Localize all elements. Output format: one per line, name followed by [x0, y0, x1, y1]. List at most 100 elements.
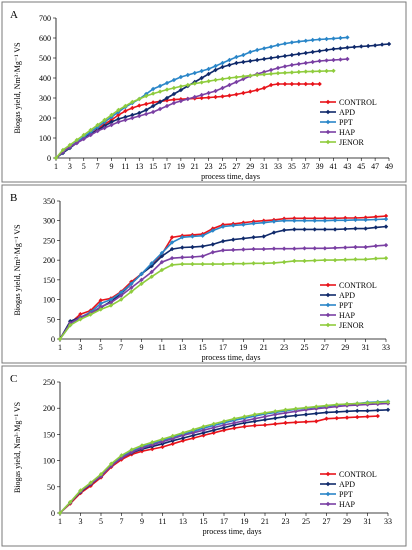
data-point-ppt	[159, 250, 165, 256]
data-point-ppt	[302, 218, 307, 223]
x-tick-label: 25	[301, 343, 309, 352]
data-point-control	[261, 85, 267, 91]
x-tick-label: 33	[384, 517, 392, 526]
x-tick-label: 19	[239, 343, 247, 352]
data-point-jenor	[220, 76, 225, 82]
data-point-apd	[261, 56, 267, 62]
data-point-control	[283, 420, 288, 426]
legend-label: APD	[339, 291, 355, 300]
data-point-control	[220, 94, 225, 99]
data-point-apd	[338, 46, 343, 51]
data-point-hap	[262, 414, 268, 419]
data-point-apd	[372, 43, 378, 48]
data-point-jenor	[344, 401, 350, 407]
data-point-jenor	[68, 499, 73, 505]
data-point-jenor	[283, 407, 288, 412]
data-point-hap	[293, 409, 298, 414]
legend-label: PPT	[339, 490, 353, 499]
data-point-hap	[331, 57, 336, 63]
y-tick-label: 250	[43, 378, 55, 387]
x-tick-label: 3	[68, 162, 72, 171]
data-point-ppt	[271, 219, 277, 224]
data-point-jenor	[273, 409, 278, 414]
data-point-jenor	[98, 472, 104, 477]
data-point-apd	[331, 46, 336, 52]
data-point-jenor	[261, 72, 267, 77]
data-point-ppt	[190, 234, 195, 239]
y-axis-title: Biogas yield, Nm³·Mg⁻¹ VS	[13, 224, 22, 315]
x-tick-label: 23	[205, 162, 213, 171]
data-point-control	[275, 81, 281, 87]
legend-marker	[325, 109, 331, 115]
y-tick-label: 200	[39, 114, 51, 123]
data-point-ppt	[289, 40, 295, 45]
legend-marker	[325, 302, 331, 308]
data-point-hap	[363, 244, 368, 250]
data-point-jenor	[57, 336, 63, 342]
x-tick-label: 43	[343, 162, 351, 171]
data-point-jenor	[88, 480, 93, 485]
data-point-jenor	[293, 406, 298, 411]
x-tick-label: 21	[191, 162, 199, 171]
data-point-control	[302, 216, 307, 221]
data-point-apd	[317, 48, 322, 54]
data-point-ppt	[230, 223, 236, 228]
x-axis-title: process time, days	[202, 353, 261, 362]
data-point-apd	[201, 430, 206, 436]
data-point-ppt	[98, 301, 103, 306]
data-point-hap	[261, 69, 267, 75]
data-point-hap	[220, 85, 225, 91]
data-point-jenor	[116, 107, 121, 113]
data-point-ppt	[227, 57, 232, 63]
data-point-hap	[230, 247, 236, 253]
data-point-control	[241, 90, 246, 96]
data-point-control	[312, 216, 317, 221]
data-point-apd	[282, 53, 288, 59]
data-point-ppt	[118, 290, 124, 295]
data-point-apd	[123, 114, 128, 120]
panel-label: B	[10, 192, 17, 204]
data-point-control	[324, 416, 329, 421]
legend-marker	[325, 292, 331, 298]
data-point-hap	[185, 96, 191, 102]
x-tick-label: 33	[274, 162, 282, 171]
x-tick-label: 31	[260, 162, 268, 171]
data-point-jenor	[129, 447, 134, 452]
data-point-control	[171, 97, 177, 102]
data-point-control	[78, 311, 83, 317]
legend-label: CONTROL	[339, 98, 377, 107]
x-tick-label: 3	[78, 343, 82, 352]
data-point-jenor	[375, 400, 380, 405]
x-tick-label: 13	[178, 343, 186, 352]
x-tick-label: 29	[341, 343, 349, 352]
data-point-hap	[273, 412, 278, 417]
data-point-ppt	[220, 224, 226, 229]
data-point-apd	[262, 417, 268, 422]
data-point-apd	[385, 407, 391, 412]
data-point-hap	[129, 285, 134, 290]
x-tick-label: 5	[99, 343, 103, 352]
data-point-control	[234, 92, 239, 97]
data-point-ppt	[178, 74, 184, 80]
data-point-hap	[241, 76, 246, 82]
legend-marker	[325, 312, 331, 318]
data-point-control	[292, 216, 297, 221]
data-point-apd	[252, 419, 257, 424]
data-point-hap	[150, 442, 155, 448]
legend-marker	[325, 491, 331, 497]
y-tick-label: 350	[43, 197, 55, 206]
x-tick-label: 19	[177, 162, 185, 171]
data-point-hap	[108, 300, 114, 305]
x-tick-label: 27	[321, 343, 329, 352]
data-point-control	[221, 428, 227, 433]
data-point-hap	[190, 254, 195, 260]
data-point-jenor	[334, 402, 339, 407]
data-point-jenor	[227, 75, 232, 81]
data-point-jenor	[275, 71, 281, 76]
data-point-hap	[383, 242, 389, 248]
data-point-hap	[312, 246, 317, 251]
data-point-control	[254, 87, 260, 93]
y-tick-label: 50	[47, 315, 55, 324]
data-point-apd	[137, 110, 142, 116]
